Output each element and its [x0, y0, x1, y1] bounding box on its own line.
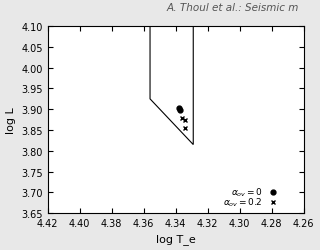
Text: $\alpha_{ov}=0$: $\alpha_{ov}=0$: [231, 186, 263, 198]
Y-axis label: log L: log L: [5, 107, 16, 134]
Text: A. Thoul et al.: Seismic m: A. Thoul et al.: Seismic m: [166, 2, 299, 12]
X-axis label: log T_e: log T_e: [156, 234, 196, 244]
Text: $\alpha_{ov}=0.2$: $\alpha_{ov}=0.2$: [223, 196, 263, 208]
